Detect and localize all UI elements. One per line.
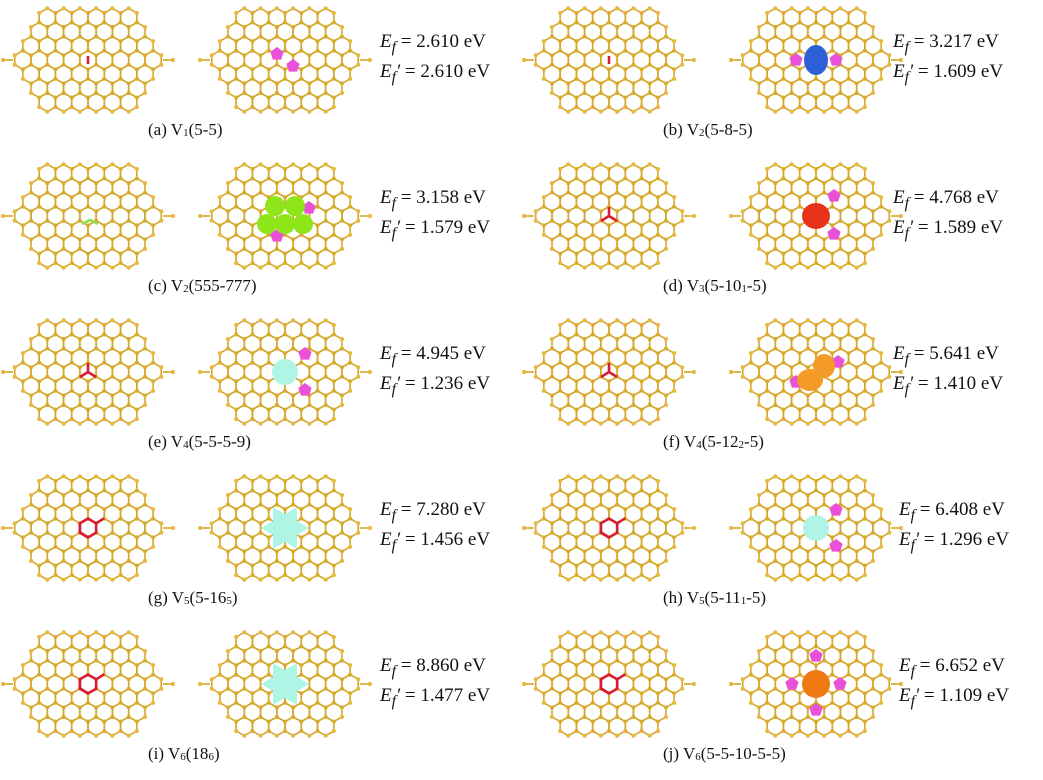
formation-energies: Ef = 3.158 eV Ef′ = 1.579 eV (380, 187, 491, 242)
efp-value: = 1.477 eV (404, 684, 491, 706)
lattice-diagram (522, 474, 903, 582)
lattice-diagram (1, 162, 372, 270)
defect-region (261, 507, 309, 549)
panel-caption: (i) V6(186) (148, 744, 220, 763)
ef-value: = 7.280 eV (400, 499, 486, 520)
defect-bonds (600, 363, 618, 379)
ef-value: = 8.860 eV (400, 655, 486, 676)
panel-caption: (a) V1(5-5) (148, 120, 223, 139)
ef-value: = 4.768 eV (913, 187, 999, 208)
formation-energies: Ef = 4.768 eV Ef′ = 1.589 eV (893, 187, 1004, 242)
formation-energies: Ef = 7.280 eV Ef′ = 1.456 eV (380, 499, 491, 554)
panel-g: Ef = 7.280 eV Ef′ = 1.456 eV (g) V5(5-165) (0, 468, 521, 624)
defect-region (789, 354, 845, 391)
panel-j: Ef = 6.652 eV Ef′ = 1.109 eV (j) V6(5-5-10… (521, 624, 1042, 780)
defect-region (802, 189, 841, 240)
panel-c: Ef = 3.158 eV Ef′ = 1.579 eV (c) V2(555-77… (0, 156, 521, 312)
lattice-diagram (1, 6, 372, 114)
defect-bonds (600, 207, 618, 223)
lattice-diagram (1, 630, 372, 738)
panel-h: Ef = 6.408 eV Ef′ = 1.296 eV (h) V5(5-111-… (521, 468, 1042, 624)
panel-caption: (d) V3(5-101-5) (663, 276, 767, 295)
efp-value: = 1.609 eV (917, 60, 1004, 82)
formation-energies: Ef = 4.945 eV Ef′ = 1.236 eV (380, 343, 491, 398)
efp-value: = 2.610 eV (404, 60, 491, 82)
efp-value: = 1.456 eV (404, 528, 491, 550)
panel-e: Ef = 4.945 eV Ef′ = 1.236 eV (e) V4(5-5-5-… (0, 312, 521, 468)
defect-region (270, 47, 300, 72)
efp-value: = 1.410 eV (917, 372, 1004, 394)
panel-caption: (h) V5(5-111-5) (663, 588, 767, 607)
ef-value: = 6.408 eV (919, 499, 1005, 520)
lattice-diagram (522, 630, 903, 738)
defect-region (272, 347, 312, 396)
panel-caption: (b) V2(5-8-5) (663, 120, 753, 139)
defect-region (261, 663, 309, 705)
formation-energies: Ef = 5.641 eV Ef′ = 1.410 eV (893, 343, 1004, 398)
efp-value: = 1.296 eV (923, 528, 1010, 550)
panel-caption: (j) V6(5-5-10-5-5) (663, 744, 786, 763)
efp-value: = 1.109 eV (923, 684, 1010, 706)
panel-a: Ef = 2.610 eV Ef′ = 2.610 eV (a) V1(5-5) (0, 0, 521, 156)
panel-b: Ef = 3.217 eV Ef′ = 1.609 eV (b) V2(5-8-5) (521, 0, 1042, 156)
defect-bonds (599, 673, 626, 695)
efp-value: = 1.236 eV (404, 372, 491, 394)
ef-value: = 3.217 eV (913, 31, 999, 52)
panel-caption: (e) V4(5-5-5-9) (148, 432, 251, 451)
defect-bonds (599, 517, 626, 539)
defect-region (789, 45, 843, 75)
lattice-diagram (522, 6, 903, 114)
ef-value: = 3.158 eV (400, 187, 486, 208)
defect-bonds (78, 517, 105, 539)
panel-caption: (c) V2(555-777) (148, 276, 257, 295)
lattice-diagram (522, 318, 903, 426)
panel-f: Ef = 5.641 eV Ef′ = 1.410 eV (f) V4(5-122-… (521, 312, 1042, 468)
efp-value: = 1.579 eV (404, 216, 491, 238)
ef-value: = 4.945 eV (400, 343, 486, 364)
lattice-diagram (1, 318, 372, 426)
formation-energies: Ef = 8.860 eV Ef′ = 1.477 eV (380, 655, 491, 710)
formation-energies: Ef = 6.408 eV Ef′ = 1.296 eV (899, 499, 1010, 554)
ef-value: = 2.610 eV (400, 31, 486, 52)
defect-region (785, 649, 847, 716)
defect-bonds (79, 363, 97, 379)
defect-bonds (81, 218, 99, 226)
panel-caption: (f) V4(5-122-5) (663, 432, 764, 451)
formation-energies: Ef = 2.610 eV Ef′ = 2.610 eV (380, 31, 491, 86)
lattice-diagram (1, 474, 372, 582)
defect-bonds (78, 673, 105, 695)
panel-i: Ef = 8.860 eV Ef′ = 1.477 eV (i) V6(186) (0, 624, 521, 780)
panel-d: Ef = 4.768 eV Ef′ = 1.589 eV (d) V3(5-101-… (521, 156, 1042, 312)
ef-value: = 6.652 eV (919, 655, 1005, 676)
defect-region (257, 196, 316, 242)
lattice-diagram (522, 162, 903, 270)
defect-region (803, 503, 843, 552)
efp-value: = 1.589 eV (917, 216, 1004, 238)
ef-value: = 5.641 eV (913, 343, 999, 364)
formation-energies: Ef = 6.652 eV Ef′ = 1.109 eV (899, 655, 1010, 710)
panel-caption: (g) V5(5-165) (148, 588, 238, 607)
formation-energies: Ef = 3.217 eV Ef′ = 1.609 eV (893, 31, 1004, 86)
